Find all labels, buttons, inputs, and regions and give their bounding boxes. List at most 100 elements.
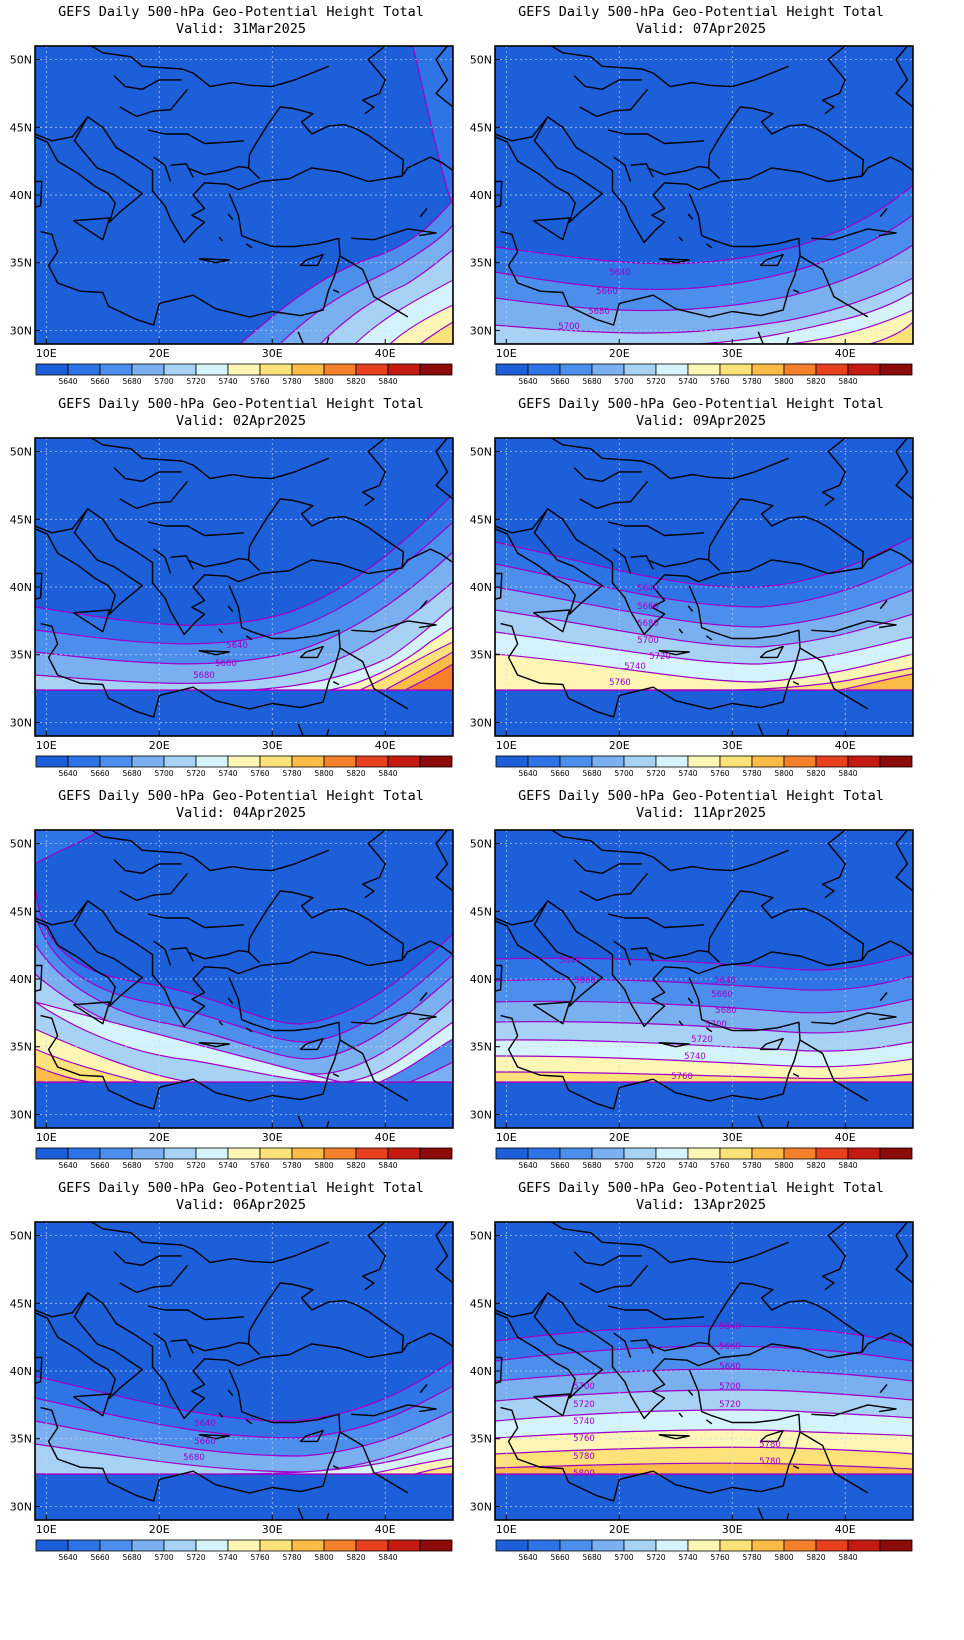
contour-label: 5740: [684, 1052, 706, 1062]
colorbar-swatch: [163, 363, 197, 376]
contour-label: 5680: [193, 671, 215, 681]
lat-label: 50N: [470, 54, 492, 67]
lon-label: 10E: [36, 1131, 57, 1144]
coastlines: [35, 830, 453, 1128]
colorbar-swatch: [227, 363, 261, 376]
lat-label: 35N: [10, 257, 32, 270]
colorbar-swatch: [35, 1147, 69, 1160]
contour-label: 5660: [574, 976, 596, 986]
colorbar-tick-label: 5640: [58, 769, 77, 778]
lat-label: 45N: [10, 905, 32, 918]
colorbar-swatch: [195, 1147, 229, 1160]
colorbar-tick-label: 5740: [218, 377, 237, 386]
contour-label: 5660: [215, 659, 237, 669]
colorbar-swatch: [687, 1539, 721, 1552]
lon-label: 10E: [36, 347, 57, 360]
colorbar-swatch: [751, 755, 785, 768]
lon-label: 40E: [375, 1523, 396, 1536]
colorbar-tick-label: 5740: [678, 377, 697, 386]
colorbar-swatch: [67, 363, 101, 376]
colorbar-tick-label: 5640: [518, 1161, 537, 1170]
colorbar-swatch: [67, 1539, 101, 1552]
colorbar-swatch: [291, 1539, 325, 1552]
colorbar-tick-label: 5800: [314, 1553, 333, 1562]
colorbar-tick-label: 5840: [378, 377, 397, 386]
colorbar-tick-label: 5820: [346, 377, 365, 386]
colorbar-swatch: [847, 363, 881, 376]
contour-label: 5680: [715, 1006, 737, 1016]
lon-label: 40E: [375, 1131, 396, 1144]
contour-label: 5660: [194, 1437, 216, 1447]
colorbar-tick-label: 5640: [518, 769, 537, 778]
colorbar-swatch: [259, 1147, 293, 1160]
colorbar-swatch: [323, 1539, 357, 1552]
colorbar-swatch: [719, 1539, 753, 1552]
lat-label: 35N: [470, 1041, 492, 1054]
colorbar-tick-label: 5720: [646, 769, 665, 778]
colorbar-tick-label: 5760: [710, 769, 729, 778]
colorbar-tick-label: 5740: [678, 769, 697, 778]
height-field: [35, 438, 453, 736]
colorbar-swatch: [815, 363, 849, 376]
colorbar-swatch: [591, 1147, 625, 1160]
colorbar-swatch: [783, 363, 817, 376]
lat-label: 35N: [470, 257, 492, 270]
colorbar-swatch: [495, 1147, 529, 1160]
contour-band: [415, 1466, 453, 1474]
colorbar-swatch: [387, 755, 421, 768]
lat-label: 40N: [10, 1365, 32, 1378]
lon-label: 20E: [149, 347, 170, 360]
colorbar: 5640 5660 5680 5700 5720 5740 5760 5780 5800 5820…: [495, 755, 913, 778]
colorbar-tick-label: 5700: [614, 769, 633, 778]
colorbar-tick-label: 5680: [122, 1161, 141, 1170]
colorbar-swatch: [591, 1539, 625, 1552]
contour-label: 5660: [711, 990, 733, 1000]
colorbar-swatch: [783, 755, 817, 768]
colorbar-swatch: [527, 1539, 561, 1552]
height-field: [495, 46, 913, 344]
colorbar-tick-label: 5760: [250, 1161, 269, 1170]
colorbar: 5640 5660 5680 5700 5720 5740 5760 5780 5800 5820…: [35, 755, 453, 778]
colorbar-swatch: [527, 363, 561, 376]
contour-band: [230, 1446, 453, 1474]
colorbar-swatch: [559, 755, 593, 768]
lat-label: 50N: [10, 1230, 32, 1243]
lat-label: 45N: [470, 121, 492, 134]
colorbar-swatch: [323, 363, 357, 376]
colorbar-tick-label: 5760: [250, 769, 269, 778]
contour-label: 5660: [596, 287, 618, 297]
colorbar-swatch: [387, 1539, 421, 1552]
colorbar-tick-label: 5820: [346, 769, 365, 778]
colorbar-swatch: [847, 1539, 881, 1552]
colorbar-tick-label: 5680: [122, 377, 141, 386]
map-canvas: 564056605680570057205740576050N45N40N35N…: [470, 437, 914, 778]
colorbar-swatch: [655, 363, 689, 376]
panel-title: GEFS Daily 500-hPa Geo-Potential Height …: [58, 788, 424, 804]
colorbar-swatch: [35, 755, 69, 768]
panel-valid-date: Valid: 11Apr2025: [635, 805, 767, 821]
colorbar-swatch: [195, 755, 229, 768]
lat-label: 35N: [10, 1433, 32, 1446]
colorbar-swatch: [687, 755, 721, 768]
colorbar-tick-label: 5840: [838, 1161, 857, 1170]
colorbar-tick-label: 5660: [550, 1553, 569, 1562]
lat-label: 45N: [10, 513, 32, 526]
contour-label: 5680: [183, 1453, 205, 1463]
lat-label: 30N: [470, 1108, 492, 1121]
lat-label: 40N: [470, 973, 492, 986]
lon-label: 20E: [609, 1131, 630, 1144]
lat-label: 35N: [470, 1433, 492, 1446]
lat-label: 30N: [10, 1500, 32, 1513]
lat-label: 40N: [10, 973, 32, 986]
lon-label: 20E: [609, 1523, 630, 1536]
lon-label: 40E: [835, 1523, 856, 1536]
map-panel-07Apr2025: GEFS Daily 500-hPa Geo-Potential Height …: [460, 0, 942, 410]
colorbar-tick-label: 5800: [774, 377, 793, 386]
colorbar-swatch: [291, 363, 325, 376]
panel-title: GEFS Daily 500-hPa Geo-Potential Height …: [58, 1180, 424, 1196]
colorbar-swatch: [847, 1147, 881, 1160]
lat-label: 30N: [10, 716, 32, 729]
contour-band: [495, 654, 913, 690]
lon-label: 30E: [722, 1131, 743, 1144]
contour-label: 5660: [719, 1342, 741, 1352]
